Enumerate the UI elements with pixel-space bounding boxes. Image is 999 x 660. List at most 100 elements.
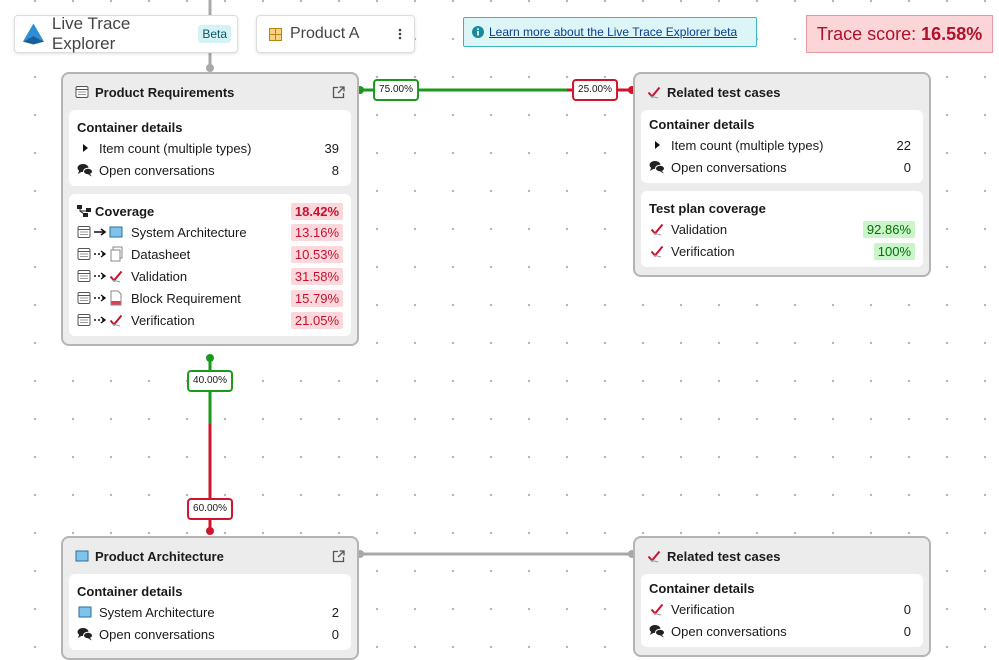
- icon-part: [660, 635, 664, 638]
- icon-part: [94, 316, 107, 324]
- detail-row: Open conversations 0: [649, 620, 915, 642]
- icon-part: [109, 314, 123, 327]
- icon-part: [109, 226, 123, 238]
- icon-part: [650, 245, 664, 258]
- open-external[interactable]: [332, 549, 345, 563]
- row-label: Validation: [131, 268, 188, 284]
- row-icon: [649, 624, 665, 638]
- icon-part: [398, 32, 402, 36]
- menu-button[interactable]: [398, 28, 402, 40]
- icon-part: [22, 35, 45, 45]
- link-arrow: [93, 271, 107, 281]
- icon-part: [77, 270, 91, 282]
- row-icons: [77, 246, 125, 262]
- detail-row[interactable]: Item count (multiple types) 22: [649, 134, 915, 156]
- detail-row: Open conversations 0: [77, 623, 343, 645]
- node-card: Product Requirements Container details Ite…: [61, 72, 359, 346]
- detail-row: Verification 100%: [649, 240, 915, 262]
- product-icon: [269, 27, 282, 41]
- icon-part: [22, 23, 45, 42]
- icon-part: [77, 226, 91, 238]
- icon-part: [78, 606, 92, 618]
- open-external[interactable]: [332, 85, 345, 99]
- detail-row: Block Requirement 15.79%: [77, 287, 343, 309]
- edge-label: 25.00%: [572, 79, 618, 101]
- icon-part: [110, 246, 123, 262]
- icon-part: [647, 86, 661, 99]
- icon-part: [100, 250, 107, 258]
- icon-part: [94, 228, 107, 236]
- icon-part: [655, 141, 660, 149]
- node-header: Product Requirements: [63, 74, 357, 110]
- icon-part: [77, 628, 93, 641]
- info-icon: [472, 26, 484, 38]
- row-value: 2: [331, 604, 339, 620]
- source-icon: [77, 313, 91, 327]
- trace-score-label: Trace score:: [816, 23, 917, 44]
- section-icon: [77, 205, 91, 217]
- row-icons: [77, 225, 125, 239]
- row-label: Open conversations: [99, 162, 215, 178]
- icon-part: [109, 314, 123, 327]
- row-label: Verification: [671, 601, 735, 617]
- icon-part: [83, 144, 88, 152]
- row-label: System Architecture: [131, 224, 247, 240]
- row-icon: [649, 160, 665, 174]
- edge-label: 60.00%: [187, 498, 233, 520]
- row-label: Datasheet: [131, 246, 191, 262]
- icon-part: [652, 232, 662, 236]
- icon-part: [652, 612, 662, 616]
- detail-row[interactable]: Item count (multiple types) 39: [77, 137, 343, 159]
- icon-part: [77, 248, 91, 260]
- icon-part: [655, 628, 665, 637]
- section-title: Container details: [77, 583, 183, 599]
- section-panel: Container details Item count (multiple ty…: [69, 110, 351, 186]
- product-name[interactable]: Product A: [290, 25, 360, 42]
- row-value: 0: [903, 601, 911, 617]
- detail-row: Datasheet 10.53%: [77, 243, 343, 265]
- row-label: Open conversations: [671, 159, 787, 175]
- row-value: 39: [324, 140, 339, 156]
- node-header: Product Architecture: [63, 538, 357, 574]
- row-value: 0: [903, 623, 911, 639]
- target-icon: [109, 225, 123, 239]
- row-icon: [77, 142, 93, 154]
- row-value: 15.79%: [290, 289, 343, 307]
- section-title: Container details: [77, 119, 183, 135]
- icon-part: [650, 245, 664, 258]
- icon-part: [477, 28, 479, 31]
- row-icons: [77, 313, 125, 327]
- section-value: 18.42%: [290, 202, 343, 220]
- section-title: Coverage: [95, 203, 155, 219]
- section-header: Container details: [77, 581, 343, 601]
- icon-part: [77, 314, 91, 326]
- learn-more-link[interactable]: Learn more about the Live Trace Explorer…: [489, 25, 738, 39]
- icon-part: [477, 31, 479, 36]
- icon-part: [109, 270, 123, 283]
- detail-row: Open conversations 8: [77, 159, 343, 181]
- detail-row: System Architecture 13.16%: [77, 221, 343, 243]
- link-arrow: [93, 315, 107, 325]
- icon-part: [78, 606, 92, 618]
- icon-part: [111, 301, 121, 305]
- detail-row: Validation 31.58%: [77, 265, 343, 287]
- icon-part: [83, 213, 88, 217]
- node-icon: [647, 549, 661, 563]
- icon-part: [83, 167, 93, 176]
- edge-endpoint: [206, 354, 214, 362]
- icon-part: [398, 28, 402, 32]
- edge-endpoint: [206, 64, 214, 72]
- section-header: Container details: [649, 578, 915, 598]
- section-title: Container details: [649, 580, 755, 596]
- icon-part: [650, 168, 654, 171]
- icon-part: [332, 86, 345, 98]
- row-value: 0: [331, 626, 339, 642]
- product-selector[interactable]: Product A: [256, 15, 415, 53]
- icon-part: [77, 205, 82, 209]
- icon-part: [109, 226, 123, 238]
- node-header: Related test cases: [635, 538, 929, 574]
- icon-part: [88, 638, 92, 641]
- icon-part: [78, 635, 82, 638]
- icon-part: [75, 550, 89, 562]
- icon-part: [75, 86, 89, 98]
